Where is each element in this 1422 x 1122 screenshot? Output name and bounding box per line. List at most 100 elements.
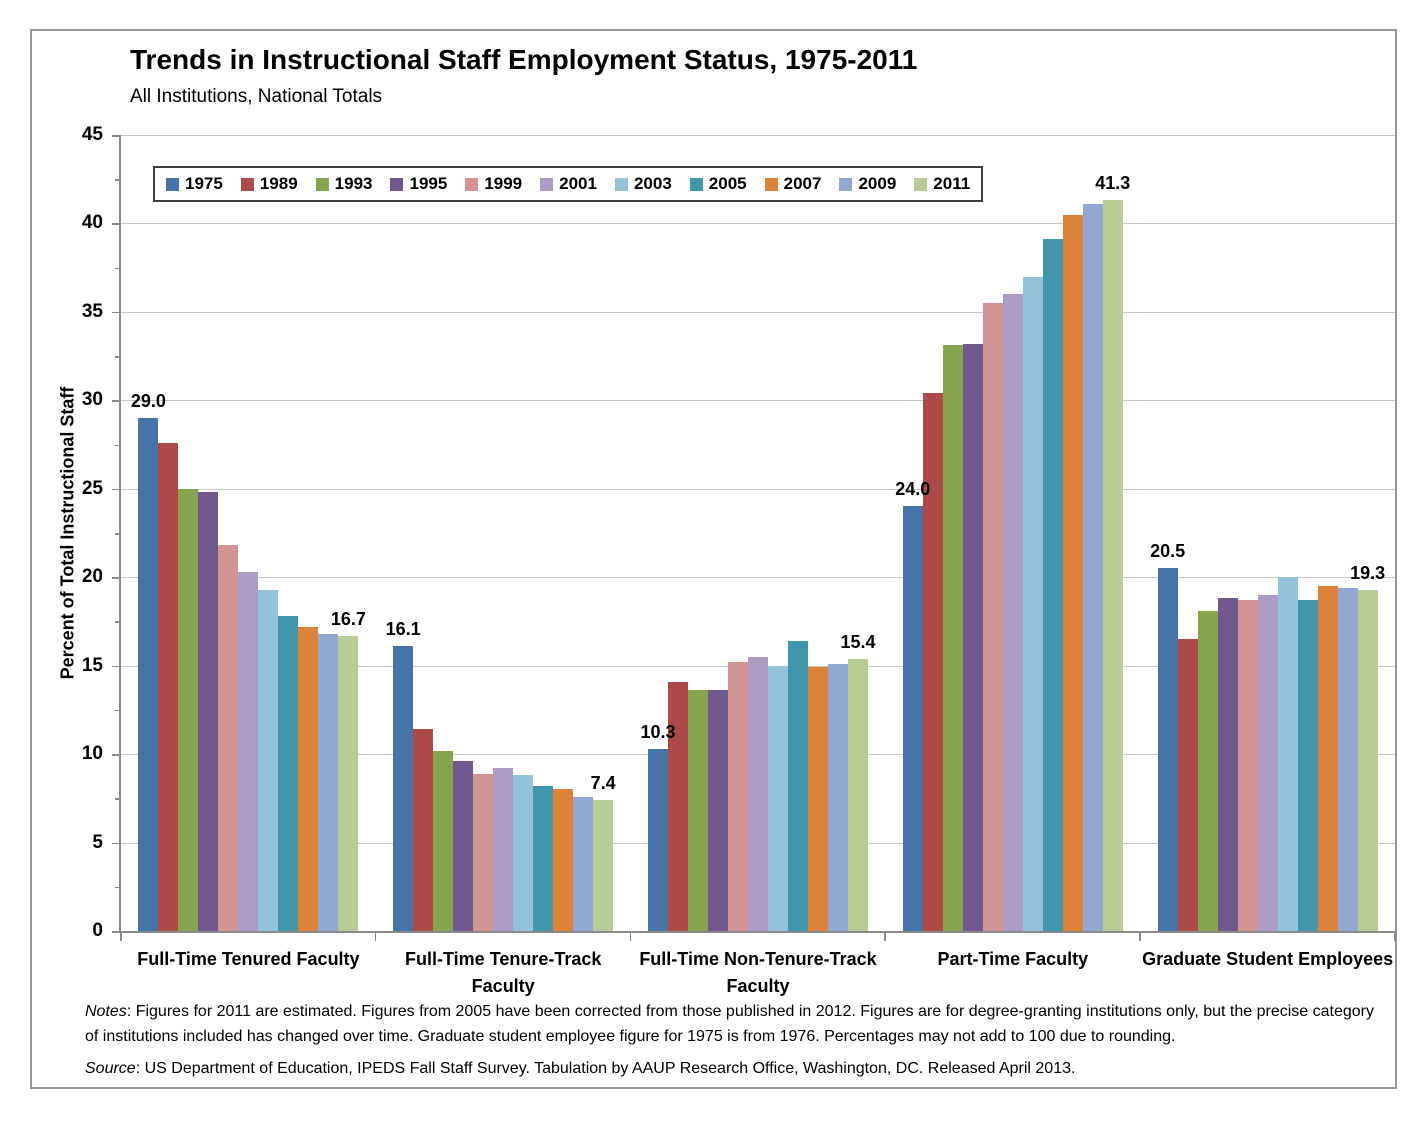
bar-value-label: 20.5	[1150, 541, 1186, 562]
bar-1999	[473, 773, 494, 931]
category-label: Full-Time Tenured Faculty	[98, 946, 398, 973]
legend-swatch	[166, 177, 179, 191]
legend-swatch	[839, 177, 853, 191]
bar-2007	[298, 626, 319, 931]
bar-1999	[982, 303, 1003, 931]
bar-1989	[1177, 639, 1198, 931]
bar-value-label: 16.7	[330, 608, 366, 629]
bar-1975	[393, 646, 414, 931]
legend-swatch	[465, 177, 479, 191]
x-boundary-tick	[374, 933, 377, 941]
bar-2009	[828, 663, 848, 931]
category-label-line: Part-Time Faculty	[937, 949, 1089, 969]
y-tick-label: 15	[81, 654, 103, 676]
chart-title: Trends in Instructional Staff Employment…	[130, 44, 918, 75]
y-axis-title: Percent of Total Instructional Staff	[57, 386, 78, 680]
bar-2011	[593, 800, 614, 931]
gridline	[121, 488, 1395, 490]
gridline	[121, 223, 1395, 225]
bar-1999	[218, 545, 239, 931]
y-major-tick	[112, 311, 120, 314]
chart-source: Source: US Department of Education, IPED…	[85, 1060, 1385, 1078]
y-tick-label: 25	[81, 477, 103, 499]
y-major-tick	[112, 665, 120, 668]
bar-2001	[748, 656, 768, 931]
legend-item-1993: 1993	[315, 174, 372, 194]
x-boundary-tick	[629, 933, 632, 941]
y-axis-line	[119, 135, 121, 931]
bar-value-label: 10.3	[640, 721, 676, 742]
legend-item-2011: 2011	[914, 174, 970, 194]
legend-swatch	[390, 177, 404, 191]
legend-swatch	[315, 177, 329, 191]
bar-value-label: 15.4	[840, 631, 876, 652]
y-minor-tick	[115, 444, 120, 447]
bar-value-label: 24.0	[895, 479, 931, 500]
category-label-line: Full-Time Tenure-Track	[404, 949, 602, 969]
category-label: Full-Time Non-Tenure-Track Faculty	[608, 946, 908, 1000]
bar-2003	[768, 665, 788, 931]
bar-1975	[138, 418, 159, 931]
legend-item-1999: 1999	[465, 174, 522, 194]
legend-item-2001: 2001	[540, 174, 597, 194]
y-tick-label: 45	[81, 124, 103, 145]
y-tick-label: 40	[81, 212, 103, 234]
y-tick-label: 30	[81, 389, 103, 411]
category-label-line: Graduate Student Employees	[1142, 949, 1394, 969]
bar-2011	[1102, 200, 1123, 931]
bar-1995	[453, 761, 474, 931]
bar-1989	[668, 681, 688, 931]
category-label-line: Full-Time Tenured Faculty	[137, 949, 360, 969]
y-tick-label: 0	[92, 920, 103, 941]
bar-1989	[158, 442, 179, 931]
y-tick-label: 20	[81, 566, 103, 588]
legend-year-label: 1999	[484, 174, 523, 193]
bar-1989	[413, 729, 434, 931]
legend-item-1995: 1995	[390, 174, 447, 194]
legend-year-label: 2011	[933, 174, 971, 193]
bar-2009	[318, 633, 339, 931]
gridline	[121, 311, 1395, 313]
bar-2011	[848, 658, 868, 931]
bar-2007	[1062, 214, 1083, 931]
category-label-line: Faculty	[471, 976, 535, 996]
bar-1999	[728, 662, 748, 931]
legend-item-2007: 2007	[764, 174, 822, 194]
legend-swatch	[540, 177, 554, 191]
y-minor-tick	[115, 798, 120, 800]
y-tick-label: 10	[81, 743, 103, 765]
bar-value-label: 7.4	[590, 773, 616, 794]
y-major-tick	[112, 842, 120, 845]
x-boundary-tick	[1394, 933, 1396, 941]
bar-1989	[922, 393, 943, 931]
bar-2001	[1257, 594, 1278, 931]
y-minor-tick	[115, 356, 120, 358]
bar-2007	[808, 667, 828, 931]
legend-year-label: 1989	[259, 174, 298, 193]
y-minor-tick	[115, 179, 120, 181]
x-boundary-tick	[120, 933, 122, 941]
bar-value-label: 19.3	[1350, 562, 1386, 583]
y-major-tick	[112, 400, 120, 402]
legend-item-2003: 2003	[614, 174, 672, 194]
bar-1995	[198, 492, 219, 931]
legend-year-label: 2007	[783, 174, 822, 193]
y-major-tick	[112, 223, 120, 225]
bar-2009	[1082, 203, 1103, 931]
source-label: Source	[85, 1060, 136, 1077]
y-major-tick	[112, 488, 120, 491]
legend-year-label: 2001	[559, 174, 597, 193]
legend-year-label: 1995	[409, 174, 448, 193]
bar-value-label: 29.0	[130, 391, 166, 412]
legend-swatch	[764, 177, 778, 191]
bar-2005	[533, 785, 554, 931]
gridline	[121, 135, 1395, 136]
bar-2001	[1002, 294, 1023, 931]
legend-swatch	[240, 177, 254, 191]
bar-2005	[1297, 600, 1318, 931]
gridline	[121, 400, 1395, 402]
legend-item-1975: 1975	[166, 174, 223, 194]
bar-1975	[902, 506, 923, 931]
legend-item-2009: 2009	[839, 174, 896, 194]
